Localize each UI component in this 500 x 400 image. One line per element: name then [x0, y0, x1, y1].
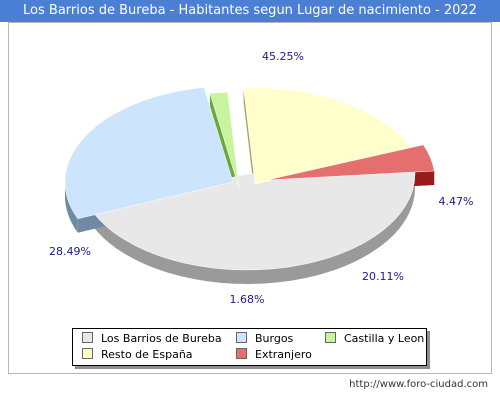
legend-item-castilla-y-leon: Castilla y Leon [325, 332, 424, 346]
legend-swatch-resto-de-espana [82, 348, 93, 359]
legend-swatch-extranjero [236, 348, 247, 359]
pie-slice-cut [243, 88, 255, 198]
pie-slice-castilla-y-leon [209, 91, 240, 189]
legend-item-los-barrios-de-bureba: Los Barrios de Bureba [82, 332, 222, 346]
legend-swatch-los-barrios-de-bureba [82, 332, 93, 343]
legend-label: Resto de España [101, 348, 193, 361]
legend-swatch-burgos [236, 332, 247, 343]
legend-label: Castilla y Leon [344, 332, 425, 345]
pie-slice-extranjero [266, 144, 435, 181]
pie-slice-cut [210, 93, 239, 202]
legend: Los Barrios de Bureba Burgos Castilla y … [72, 328, 427, 366]
legend-item-resto-de-espana: Resto de España [82, 348, 193, 362]
legend-label: Extranjero [255, 348, 312, 361]
slice-percent-label: 1.68% [230, 293, 265, 306]
slice-percent-label: 28.49% [49, 245, 91, 258]
legend-item-burgos: Burgos [236, 332, 293, 346]
legend-swatch-castilla-y-leon [325, 332, 336, 343]
legend-item-extranjero: Extranjero [236, 348, 312, 362]
pie-slice-resto-de-espa-a [243, 87, 412, 185]
pie-slice-side [65, 182, 78, 233]
slice-percent-label: 20.11% [362, 270, 404, 283]
slice-percent-label: 4.47% [439, 195, 474, 208]
chart-title: Los Barrios de Bureba - Habitantes segun… [0, 0, 500, 22]
pie-slice-los-barrios-de-bureba [91, 164, 416, 271]
source-link[interactable]: http://www.foro-ciudad.com [349, 379, 488, 390]
legend-label: Burgos [255, 332, 294, 345]
pie-slice-burgos [64, 87, 234, 220]
slice-percent-label: 45.25% [262, 50, 304, 63]
legend-label: Los Barrios de Bureba [101, 332, 222, 345]
